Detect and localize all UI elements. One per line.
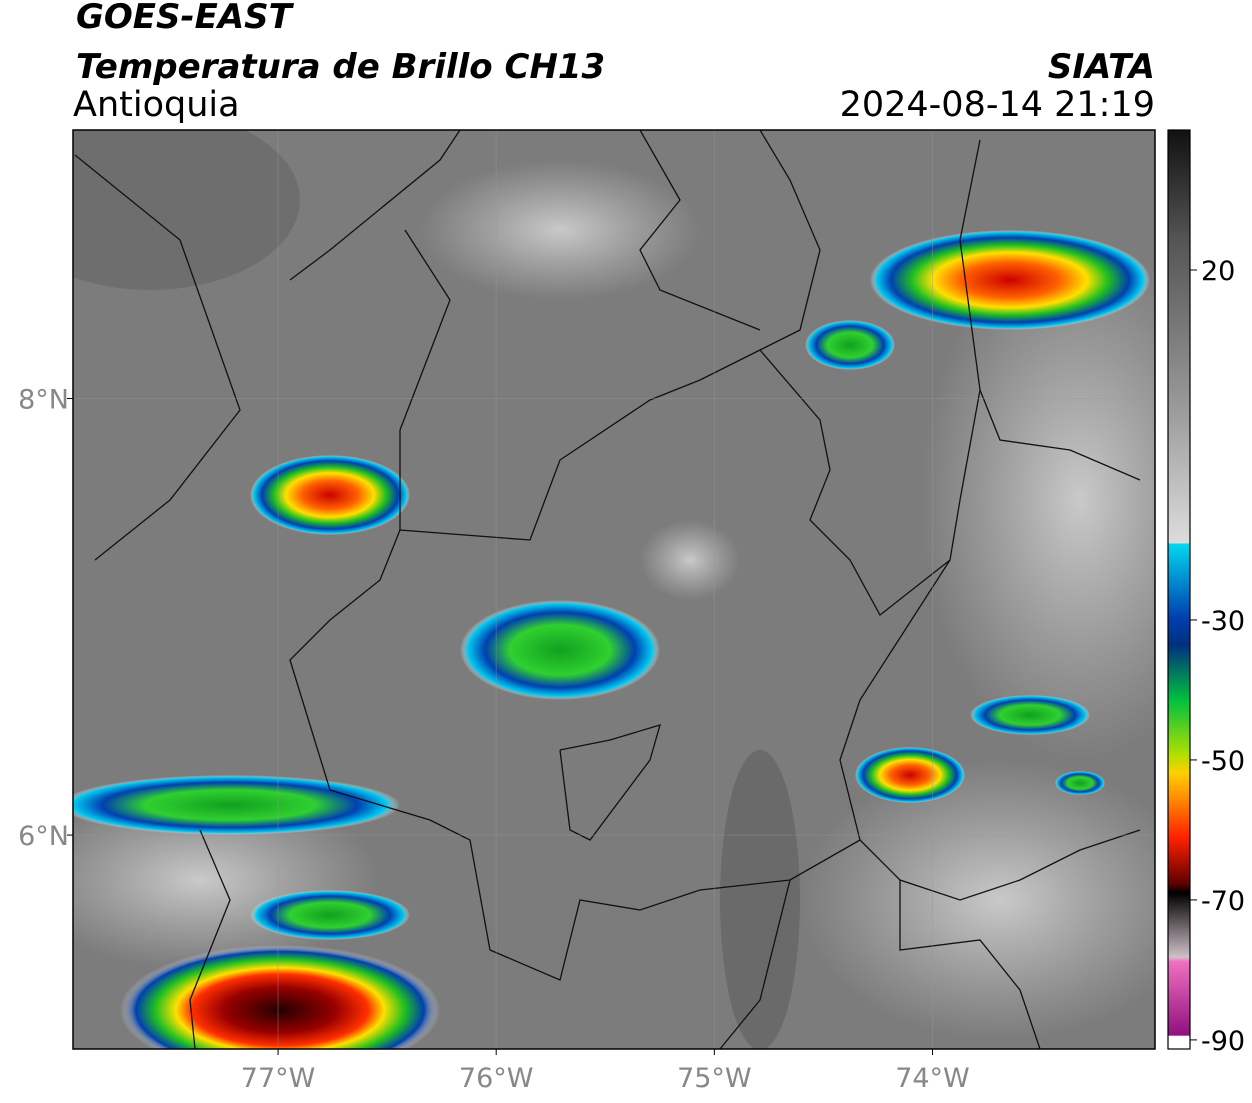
colorbar-tick-label: -70 [1201,886,1245,917]
datetime-label: 2024-08-14 21:19 [840,85,1155,125]
region-label: Antioquia [73,85,240,125]
map-frame [72,129,1156,1050]
y-tick-label: 8°N [18,384,69,415]
product-title: Temperatura de Brillo CH13 [76,47,605,87]
colorbar-tick-label: -30 [1201,606,1245,637]
satellite-image [73,130,1155,1049]
x-tick-label: 77°W [241,1063,316,1094]
y-tick-label: 6°N [18,821,69,852]
colorbar [1167,129,1191,1050]
x-tick-label: 74°W [895,1063,970,1094]
colorbar-tick-label: -90 [1201,1026,1245,1057]
satellite-title: GOES-EAST [76,0,295,37]
source-label: SIATA [1048,47,1155,87]
x-tick-label: 75°W [677,1063,752,1094]
colorbar-tick-label: 20 [1201,256,1235,287]
x-tick-label: 76°W [459,1063,534,1094]
colorbar-tick-label: -50 [1201,746,1245,777]
